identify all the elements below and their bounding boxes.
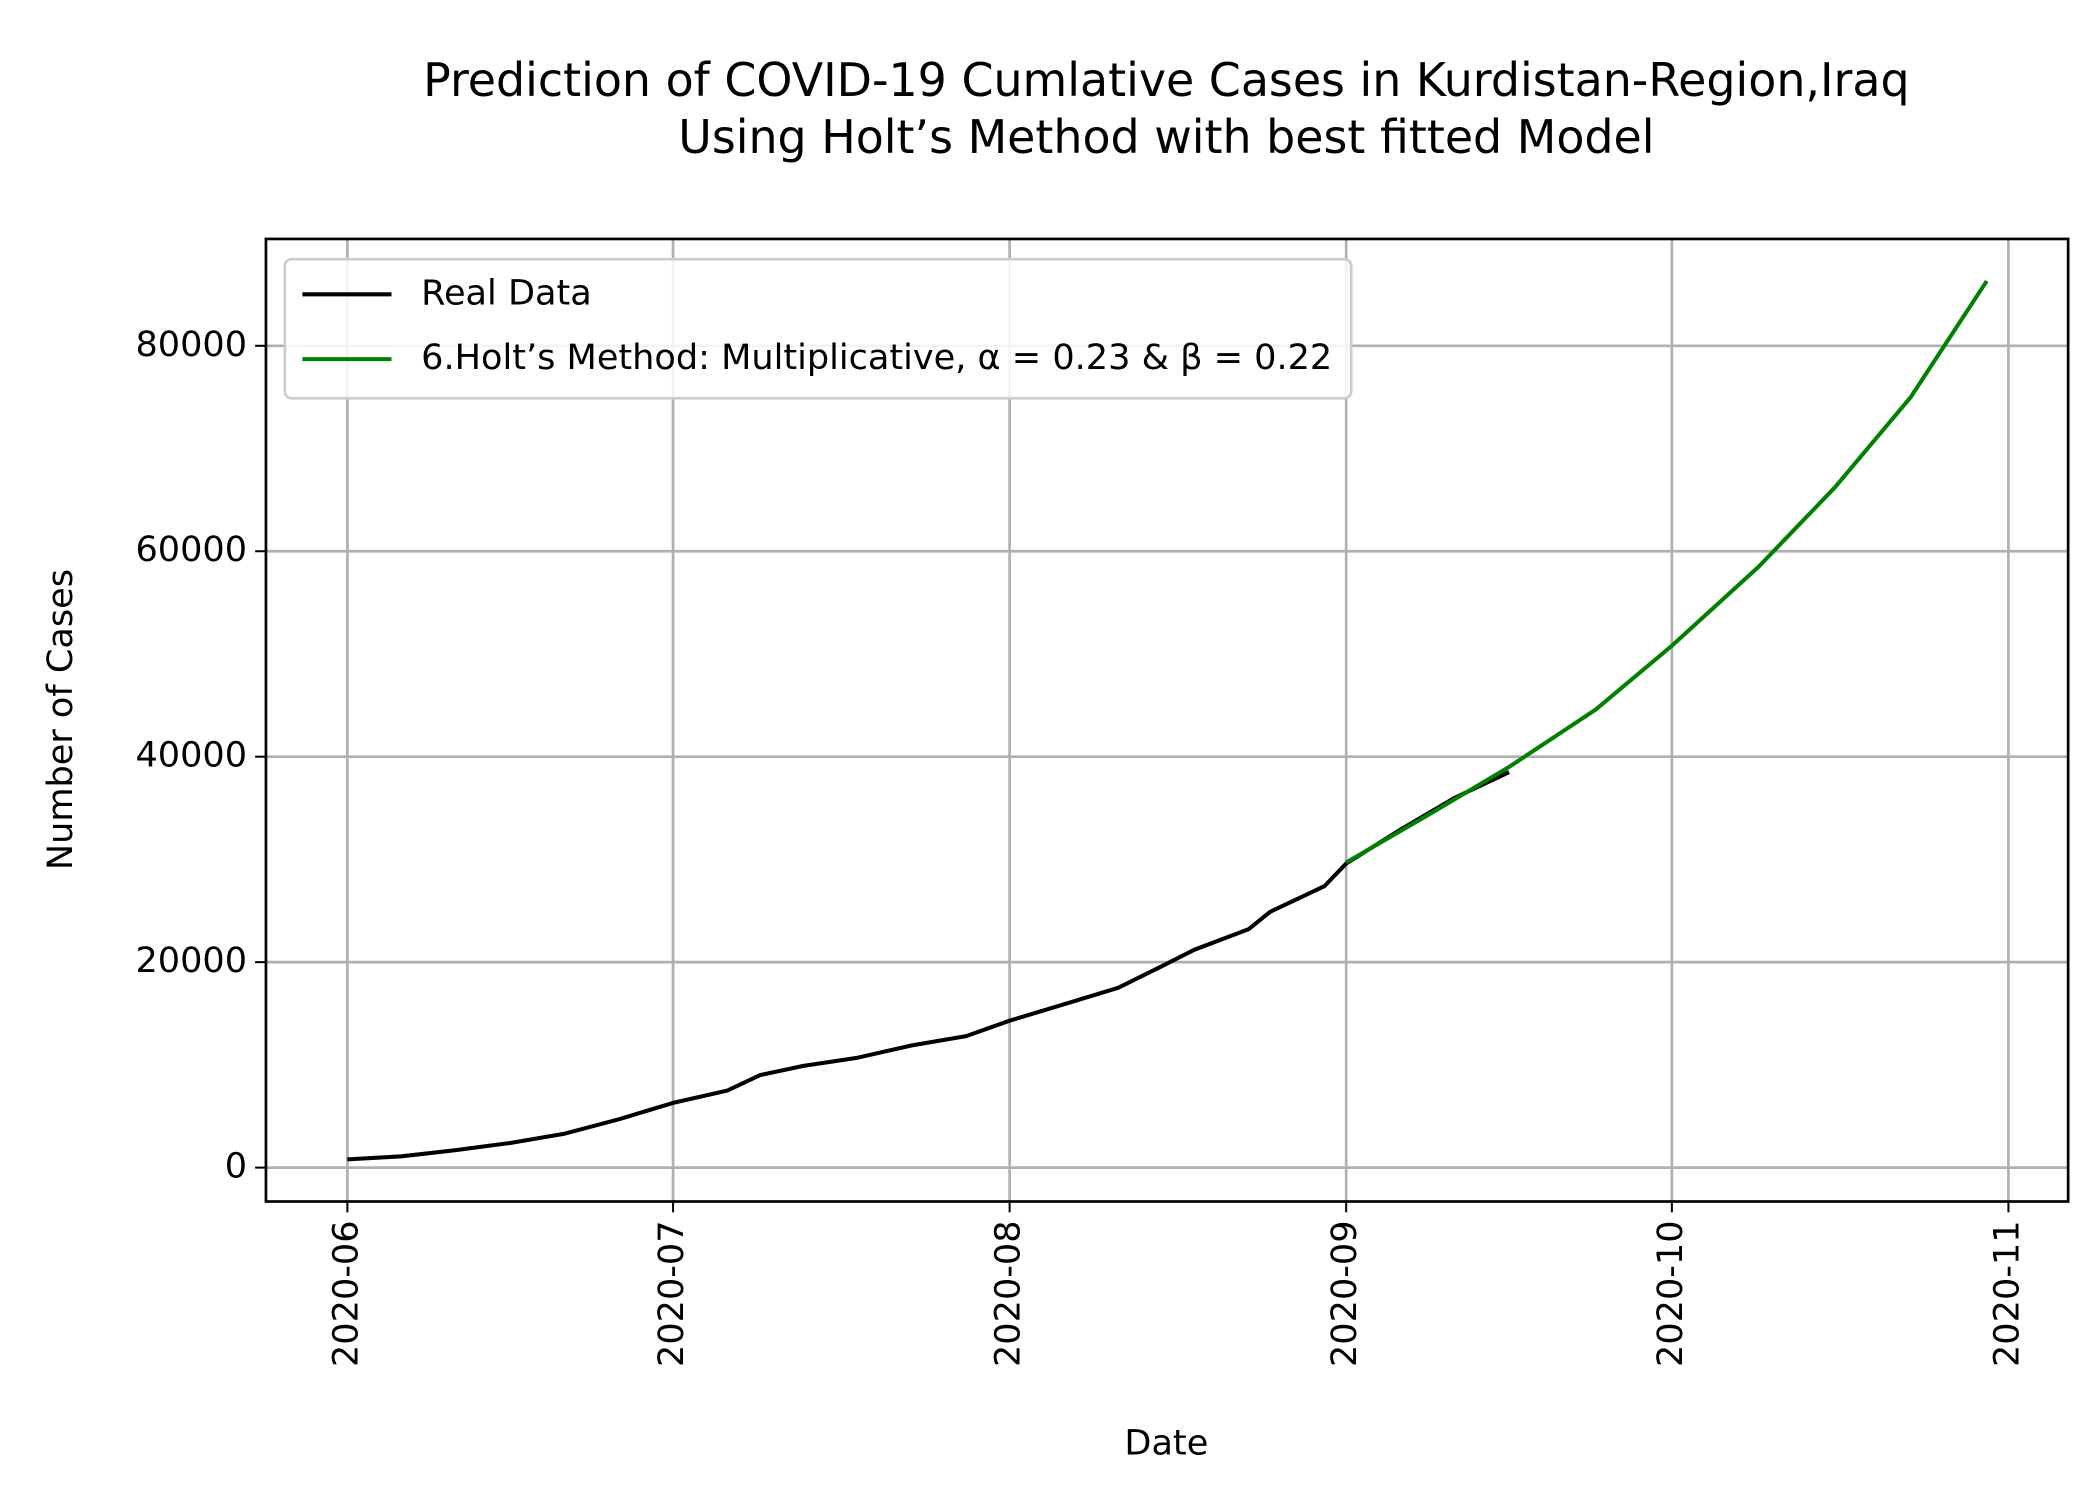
legend-box: [283, 257, 1353, 400]
data-line: [347, 770, 1510, 1162]
legend-label: Real Data: [421, 272, 592, 313]
legend: Real Data 6.Holt’s Method: Multiplicative…: [283, 257, 1353, 400]
y-tick-label: 20000: [135, 940, 247, 981]
x-tick-label: 2020-11: [1986, 1220, 2027, 1367]
y-tick-label: 80000: [135, 324, 247, 365]
y-tick-label: 0: [225, 1146, 247, 1187]
x-axis-label: Date: [1124, 1423, 1208, 1464]
chart-title: Prediction of COVID-19 Cumlative Cases i…: [423, 53, 1910, 107]
y-axis-label: Number of Cases: [40, 569, 81, 870]
plot-frame: [264, 237, 2070, 1203]
y-tick-label: 40000: [135, 735, 247, 776]
x-tick-label: 2020-09: [1324, 1220, 1365, 1367]
y-tick-label: 60000: [135, 529, 247, 570]
x-tick-label: 2020-07: [651, 1220, 692, 1367]
legend-label: 6.Holt’s Method: Multiplicative, α = 0.2…: [421, 337, 1332, 378]
x-tick-label: 2020-06: [325, 1220, 366, 1367]
x-tick-label: 2020-10: [1650, 1220, 1691, 1367]
x-tick-label: 2020-08: [988, 1220, 1029, 1367]
data-line: [1345, 279, 1989, 865]
chart-title: Using Holt’s Method with best fitted Mod…: [678, 110, 1654, 164]
